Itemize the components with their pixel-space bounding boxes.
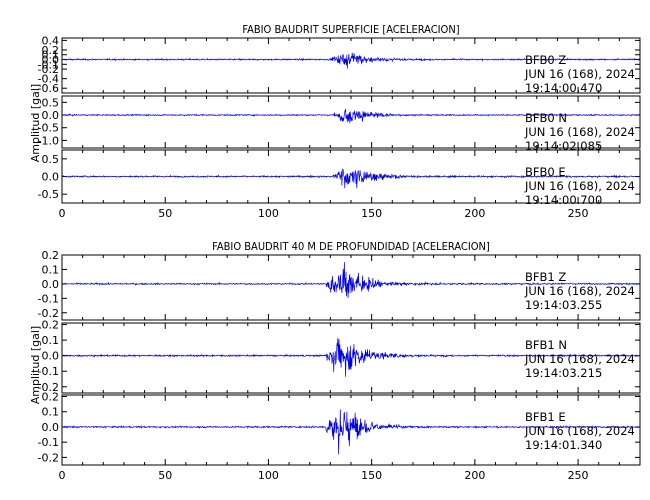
y-tick-label: 0.0 xyxy=(42,278,60,291)
x-tick-label: 250 xyxy=(568,469,589,482)
y-tick-label: 0.1 xyxy=(42,334,60,347)
date-label: JUN 16 (168), 2024 xyxy=(524,179,635,193)
station-component-label: BFB1 N xyxy=(525,338,567,352)
x-tick-label: 200 xyxy=(464,469,485,482)
station-component-label: BFB0 N xyxy=(525,111,567,125)
y-tick-label: 0.2 xyxy=(42,44,60,57)
y-tick-label: -0.6 xyxy=(38,82,59,95)
waveform-trace xyxy=(62,108,641,124)
y-tick-label: -0.5 xyxy=(38,188,59,201)
station-component-label: BFB0 Z xyxy=(525,53,566,67)
y-tick-label: 0.1 xyxy=(42,406,60,419)
date-label: JUN 16 (168), 2024 xyxy=(524,352,635,366)
time-label: 19:14:01.340 xyxy=(525,438,602,452)
x-tick-label: 150 xyxy=(361,469,382,482)
y-tick-label: -0.1 xyxy=(38,292,59,305)
y-tick-label: 0.0 xyxy=(42,109,60,122)
x-tick-label: 250 xyxy=(568,207,589,220)
y-tick-label: -0.5 xyxy=(38,122,59,135)
y-tick-label: 0.1 xyxy=(42,263,60,276)
y-tick-label: 0.2 xyxy=(42,391,60,404)
y-axis-label: Amplitud [gal] xyxy=(29,326,42,404)
date-label: JUN 16 (168), 2024 xyxy=(524,125,635,139)
chart-title: FABIO BAUDRIT 40 M DE PROFUNDIDAD [ACELE… xyxy=(212,240,490,253)
chart-title: FABIO BAUDRIT SUPERFICIE [ACELERACION] xyxy=(242,23,459,36)
y-tick-label: 0.4 xyxy=(42,34,60,47)
station-component-label: BFB1 Z xyxy=(525,270,566,284)
y-tick-label: -0.1 xyxy=(38,436,59,449)
y-tick-label: 0.2 xyxy=(42,249,60,262)
waveform-trace xyxy=(62,338,641,377)
time-label: 19:14:03.215 xyxy=(525,366,602,380)
time-label: 19:14:00.470 xyxy=(525,81,602,95)
waveform-trace xyxy=(61,409,641,455)
y-tick-label: -0.1 xyxy=(38,365,59,378)
waveform-trace xyxy=(61,52,641,69)
y-tick-label: 0.5 xyxy=(42,96,60,109)
x-tick-label: 50 xyxy=(158,469,172,482)
y-tick-label: 0.2 xyxy=(42,319,60,332)
y-tick-label: -0.2 xyxy=(38,381,59,394)
date-label: JUN 16 (168), 2024 xyxy=(524,424,635,438)
station-component-label: BFB0 E xyxy=(525,165,566,179)
y-tick-label: -0.4 xyxy=(38,73,59,86)
date-label: JUN 16 (168), 2024 xyxy=(524,67,635,81)
y-tick-label: -0.2 xyxy=(38,451,59,464)
waveform-trace xyxy=(61,168,641,189)
y-tick-label: 0.1 xyxy=(42,49,60,62)
x-tick-label: 100 xyxy=(258,469,279,482)
y-tick-label: 0.0 xyxy=(42,54,60,67)
y-tick-label: -1.0 xyxy=(38,134,59,147)
y-tick-label: -0.2 xyxy=(38,63,59,76)
y-tick-label: 0.0 xyxy=(42,350,60,363)
y-tick-label: -0.1 xyxy=(38,58,59,71)
y-tick-label: 0.0 xyxy=(42,421,60,434)
y-axis-label: Amplitud [gal] xyxy=(29,84,42,162)
x-tick-label: 100 xyxy=(258,207,279,220)
x-tick-label: 200 xyxy=(464,207,485,220)
x-tick-label: 0 xyxy=(59,469,66,482)
y-tick-label: -0.2 xyxy=(38,307,59,320)
time-label: 19:14:00.700 xyxy=(525,193,602,207)
x-tick-label: 150 xyxy=(361,207,382,220)
date-label: JUN 16 (168), 2024 xyxy=(524,284,635,298)
time-label: 19:14:03.255 xyxy=(525,298,602,312)
x-tick-label: 50 xyxy=(158,207,172,220)
y-tick-label: 0.5 xyxy=(42,153,60,166)
x-tick-label: 0 xyxy=(59,207,66,220)
y-tick-label: 0.0 xyxy=(42,171,60,184)
waveform-trace xyxy=(61,262,641,299)
station-component-label: BFB1 E xyxy=(525,410,566,424)
